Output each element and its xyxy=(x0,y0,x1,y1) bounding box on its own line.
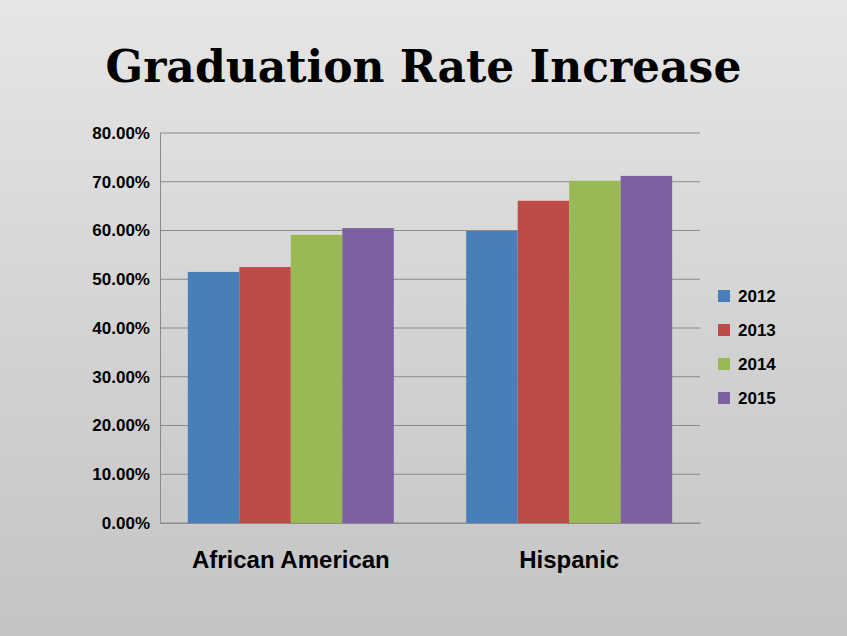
legend-label: 2015 xyxy=(738,389,776,408)
bar xyxy=(342,228,393,523)
title: Graduation Rate Increase xyxy=(106,41,742,92)
bar xyxy=(621,176,672,523)
tick: 10.00% xyxy=(92,465,160,484)
tick-label: 10.00% xyxy=(92,465,150,484)
bar xyxy=(466,231,517,523)
bar xyxy=(569,181,620,523)
tick: 0.00% xyxy=(102,514,160,533)
category-label: African American xyxy=(192,546,390,573)
tick: 80.00% xyxy=(92,124,160,143)
tick-label: 70.00% xyxy=(92,173,150,192)
bars xyxy=(188,176,672,523)
axis-line xyxy=(161,523,701,524)
legend-item: 2012 xyxy=(718,287,776,306)
tick: African American xyxy=(192,523,390,573)
tick-label: 20.00% xyxy=(92,416,150,435)
bar xyxy=(239,267,290,523)
legend-swatch xyxy=(718,324,730,336)
bar xyxy=(518,201,569,523)
legend-item: 2013 xyxy=(718,321,776,340)
tick-label: 80.00% xyxy=(92,124,150,143)
tick: 30.00% xyxy=(92,368,160,387)
tick-label: 0.00% xyxy=(102,514,150,533)
legend-swatch xyxy=(718,358,730,370)
axis-line xyxy=(160,134,161,524)
tick: Hispanic xyxy=(519,523,619,573)
tick-label: 60.00% xyxy=(92,221,150,240)
tick: 40.00% xyxy=(92,319,160,338)
legend-label: 2012 xyxy=(738,287,776,306)
category-label: Hispanic xyxy=(519,546,619,573)
tick: 70.00% xyxy=(92,173,160,192)
legend-label: 2014 xyxy=(738,355,776,374)
y-axis: 0.00% 10.00% 20.00% 30.00% 40.00% 50.00% 60.00… xyxy=(92,124,160,533)
tick-label: 40.00% xyxy=(92,319,150,338)
bar xyxy=(188,272,239,523)
tick: 60.00% xyxy=(92,221,160,240)
tick: 20.00% xyxy=(92,416,160,435)
series xyxy=(239,201,569,523)
legend-swatch xyxy=(718,290,730,302)
plot: 0.00% 10.00% 20.00% 30.00% 40.00% 50.00% 60.00… xyxy=(92,124,700,573)
tick: 50.00% xyxy=(92,270,160,289)
tick-label: 50.00% xyxy=(92,270,150,289)
chart: Graduation Rate Increase 0.00% 10.00% 20.00… xyxy=(0,0,847,636)
legend-label: 2013 xyxy=(738,321,776,340)
legend-item: 2015 xyxy=(718,389,776,408)
bar xyxy=(291,235,342,523)
grid-line xyxy=(160,133,700,134)
legend: 2012 2013 2014 2015 xyxy=(718,287,776,408)
series xyxy=(291,181,621,523)
series xyxy=(342,176,672,523)
x-axis: African American Hispanic xyxy=(161,523,701,573)
tick-label: 30.00% xyxy=(92,368,150,387)
legend-swatch xyxy=(718,392,730,404)
legend-item: 2014 xyxy=(718,355,776,374)
grid xyxy=(160,133,700,523)
background xyxy=(0,0,847,636)
